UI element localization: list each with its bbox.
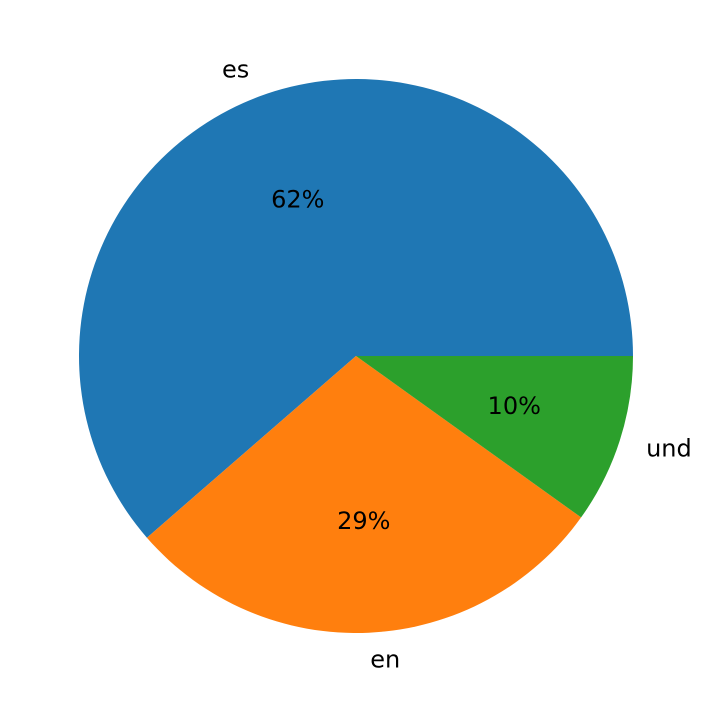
pie-slice: [78, 78, 633, 538]
percent-label: 62%: [271, 185, 324, 213]
percent-label: 10%: [488, 392, 541, 420]
slice-label: en: [370, 645, 400, 673]
pie-slice: [146, 356, 582, 634]
slice-label: und: [646, 434, 692, 462]
slice-label: es: [222, 56, 249, 84]
pie-slice: [356, 356, 633, 518]
percent-label: 29%: [337, 507, 390, 535]
